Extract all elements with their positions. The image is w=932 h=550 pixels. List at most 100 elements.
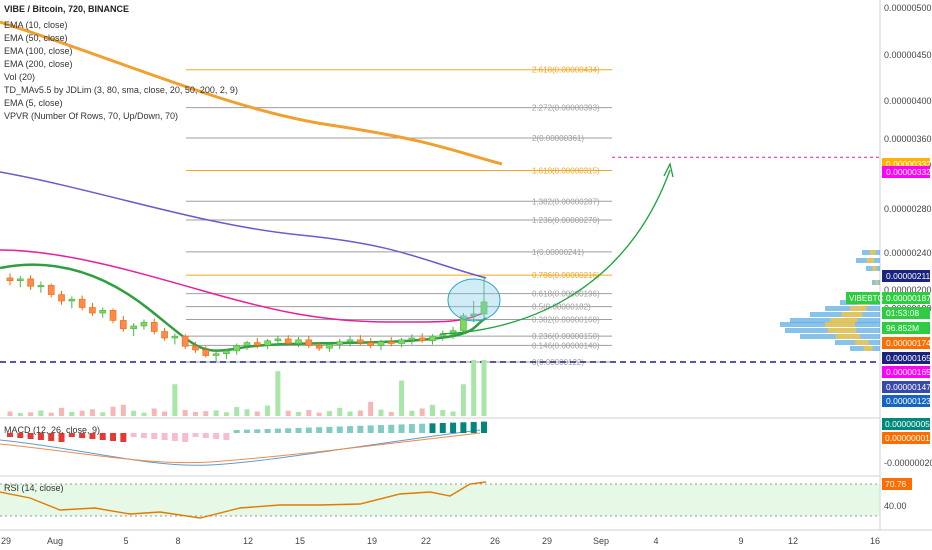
candle-body: [37, 285, 45, 288]
volume-bar: [481, 360, 487, 416]
candle-body: [284, 338, 292, 344]
legend-ema-200[interactable]: EMA (200, close): [4, 59, 73, 69]
macd-histogram-bar: [450, 422, 457, 433]
macd-value-badge-text: 0.00000001: [885, 433, 930, 443]
y-tick-label: 0.00000400: [884, 96, 932, 106]
volume-bar: [7, 411, 13, 416]
rsi-value-badge: [882, 478, 912, 490]
macd-line: [0, 429, 481, 466]
macd-value-badge-text: 0.00000005: [885, 419, 930, 429]
macd-histogram-bar: [439, 423, 446, 433]
macd-title[interactable]: MACD (12, 26, close, 9): [4, 425, 101, 435]
projection-arrowhead: [663, 162, 674, 178]
price-axis-badge-text: 0.00000165: [886, 353, 931, 363]
volume-bar: [234, 407, 240, 416]
price-axis-badge: [882, 366, 930, 378]
volume-bar: [192, 411, 198, 416]
y-tick-label: 0.00000240: [884, 248, 932, 258]
x-tick-label: 4: [653, 536, 658, 546]
macd-histogram-bar: [347, 426, 354, 433]
candle-body: [398, 339, 405, 344]
macd-histogram-bar: [17, 433, 24, 438]
candle-body: [202, 349, 210, 356]
volume-bar: [141, 412, 147, 416]
candle-body: [212, 353, 220, 356]
legend-vpvr[interactable]: VPVR (Number Of Rows, 70, Up/Down, 70): [4, 111, 179, 121]
main-pane: [0, 0, 880, 418]
macd-histogram-bar: [295, 427, 302, 433]
fib-level-label: 0.618(0.00000196): [532, 290, 600, 299]
volume-bar: [316, 412, 322, 416]
macd-histogram-bar: [79, 433, 86, 438]
candle-body: [305, 339, 313, 346]
volume-bar: [131, 410, 137, 416]
macd-histogram-bar: [244, 429, 250, 433]
vpvr-bar: [827, 328, 857, 333]
fib-level-label: 0.382(0.00000168): [532, 316, 600, 325]
volume-bar: [254, 411, 260, 416]
volume-bar: [450, 411, 456, 416]
macd-histogram-bar: [223, 433, 230, 440]
candle-body: [109, 309, 117, 321]
macd-histogram-bar: [481, 421, 487, 433]
macd-histogram-bar: [48, 433, 55, 441]
candle-body: [377, 341, 385, 346]
ema-50-line: [0, 249, 487, 323]
macd-histogram-bar: [305, 427, 312, 433]
volume-bar: [182, 410, 188, 416]
price-axis-badge-text: 0.00000174: [886, 338, 931, 348]
macd-histogram-bar: [254, 429, 261, 433]
x-tick-label: 29: [542, 536, 552, 546]
candle-body: [150, 321, 158, 332]
candle-body: [274, 338, 282, 342]
highlight-ellipse: [447, 278, 501, 322]
fib-level-label: 0.786(0.00000216): [532, 271, 600, 280]
price-axis-badge-text: 0.00000147: [886, 382, 931, 392]
macd-histogram-bar: [429, 423, 436, 433]
rsi-title[interactable]: RSI (14, close): [4, 483, 64, 493]
price-axis-badge: [882, 322, 930, 334]
macd-histogram-bar: [398, 424, 405, 433]
volume-bar: [347, 411, 353, 416]
legend-volume[interactable]: Vol (20): [4, 72, 36, 82]
x-tick-label: 12: [788, 536, 798, 546]
candle-body: [181, 335, 189, 347]
volume-bar: [162, 411, 168, 416]
macd-histogram-bar: [7, 433, 13, 437]
macd-histogram-bar: [58, 433, 65, 442]
legend-ema-100[interactable]: EMA (100, close): [4, 46, 73, 56]
legend-td-ma[interactable]: TD_MAv5.5 by JDLim (3, 80, sma, close, 2…: [4, 85, 238, 95]
macd-histogram-bar: [161, 433, 168, 440]
x-tick-label: 26: [490, 536, 500, 546]
volume-bar: [326, 411, 332, 416]
macd-histogram-bar: [408, 424, 415, 433]
price-axis-badge: [882, 270, 930, 282]
macd-histogram-bar: [316, 427, 323, 433]
candle-body: [346, 339, 354, 342]
volume-bar: [100, 412, 106, 416]
volume-bar: [460, 384, 466, 416]
rsi-value-badge-text: 70.76: [885, 479, 907, 489]
legend-ema-50[interactable]: EMA (50, close): [4, 33, 68, 43]
macd-histogram-bar: [419, 423, 426, 433]
macd-histogram-bar: [233, 430, 240, 433]
candle-body: [460, 315, 467, 331]
candle-body: [429, 335, 436, 342]
ema-10-line: [0, 263, 487, 352]
fib-level-label: 1.236(0.00000270): [532, 216, 600, 225]
rsi-band: [0, 484, 880, 516]
volume-bar: [120, 404, 126, 416]
y-tick-label: 0.00000500: [884, 3, 932, 13]
macd-histogram-bar: [326, 426, 333, 433]
legend-ema-10[interactable]: EMA (10, close): [4, 20, 68, 30]
volume-bar: [440, 410, 446, 416]
candle-body: [336, 341, 344, 345]
volume-bar: [429, 404, 435, 416]
candle-body: [418, 337, 426, 342]
legend-ema-5[interactable]: EMA (5, close): [4, 98, 63, 108]
x-tick-label: 22: [421, 536, 431, 546]
rsi-line: [0, 481, 487, 519]
macd-histogram-bar: [120, 433, 127, 442]
macd-histogram-bar: [213, 433, 220, 439]
